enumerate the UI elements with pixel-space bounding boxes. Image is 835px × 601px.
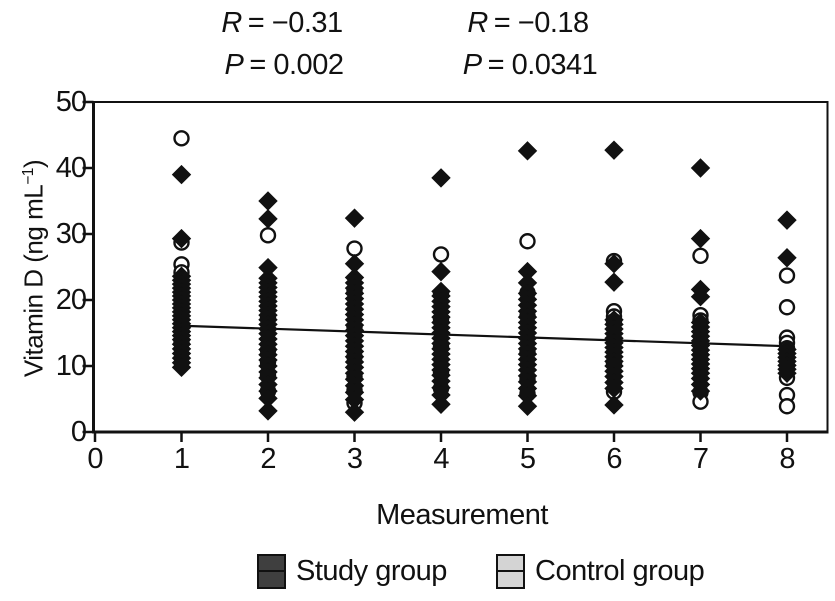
y-tick-label: 50 xyxy=(55,86,87,118)
annotation-r-control: R = −0.18 xyxy=(467,7,589,40)
study-point xyxy=(517,396,538,416)
study-point xyxy=(344,208,365,228)
x-tick-label: 2 xyxy=(260,443,276,475)
study-point xyxy=(690,381,711,401)
study-point xyxy=(777,248,797,268)
annotation-value: = 0.002 xyxy=(249,49,344,81)
annotation-variable: R xyxy=(467,7,488,39)
study-point xyxy=(344,402,365,422)
y-tick-label: 40 xyxy=(55,152,87,184)
study-point xyxy=(604,140,624,160)
control-group-swatch-icon xyxy=(496,554,525,589)
study-point xyxy=(517,141,538,161)
study-point xyxy=(690,228,711,249)
x-tick-label: 8 xyxy=(779,443,795,475)
study-point xyxy=(431,261,451,282)
annotation-variable: P xyxy=(462,49,482,81)
x-axis-title: Measurement xyxy=(376,499,548,531)
y-tick-label: 30 xyxy=(55,218,87,250)
legend-label-control-group: Control group xyxy=(535,555,705,587)
y-tick-label: 10 xyxy=(55,350,87,382)
control-point xyxy=(778,398,796,415)
x-tick-label: 1 xyxy=(173,443,190,475)
annotation-variable: R xyxy=(221,7,242,39)
study-point xyxy=(690,158,711,178)
study-point xyxy=(171,228,192,249)
study-point xyxy=(604,272,624,292)
study-point xyxy=(431,168,451,188)
control-point xyxy=(778,267,796,284)
annotation-p-control: P = 0.0341 xyxy=(463,49,598,82)
x-tick-label: 5 xyxy=(519,443,536,475)
study-group-swatch-icon xyxy=(257,554,286,589)
study-point xyxy=(171,164,192,185)
study-point xyxy=(604,395,624,415)
control-point xyxy=(173,130,190,147)
study-point xyxy=(171,357,192,378)
control-point xyxy=(432,246,450,263)
x-tick-label: 4 xyxy=(433,443,449,475)
legend: Study group Control group xyxy=(0,551,835,595)
x-tick-label: 3 xyxy=(346,443,363,475)
y-axis-title: Vitamin D (ng mL−1) xyxy=(18,159,49,378)
control-point xyxy=(692,247,709,264)
control-point xyxy=(259,227,277,244)
y-tick-label: 0 xyxy=(70,416,87,448)
x-tick-label: 6 xyxy=(606,443,622,475)
study-point xyxy=(258,401,278,421)
study-point xyxy=(690,286,711,307)
plot-frame xyxy=(92,101,829,433)
control-point xyxy=(519,233,536,250)
y-axis-title-superscript: −1 xyxy=(19,168,37,185)
y-tick-label: 20 xyxy=(55,284,87,316)
control-point xyxy=(778,299,796,316)
annotation-value: = −0.31 xyxy=(247,7,343,39)
study-point xyxy=(258,191,278,211)
legend-item-control-group: Control group xyxy=(496,554,705,589)
legend-item-study-group: Study group xyxy=(257,554,447,589)
control-point xyxy=(346,240,363,257)
study-point xyxy=(777,363,797,383)
x-tick-label: 7 xyxy=(692,443,709,475)
legend-label-study-group: Study group xyxy=(296,555,447,587)
x-tick-label: 0 xyxy=(87,443,103,475)
study-point xyxy=(258,209,278,229)
annotation-value: = −0.18 xyxy=(493,7,589,39)
annotation-r-study: R = −0.31 xyxy=(221,7,343,40)
study-point xyxy=(431,394,451,414)
study-point xyxy=(777,210,797,230)
annotation-p-study: P = 0.002 xyxy=(225,49,344,82)
annotation-variable: P xyxy=(224,49,244,81)
trend-line xyxy=(181,324,788,348)
annotation-value: = 0.0341 xyxy=(487,49,598,81)
